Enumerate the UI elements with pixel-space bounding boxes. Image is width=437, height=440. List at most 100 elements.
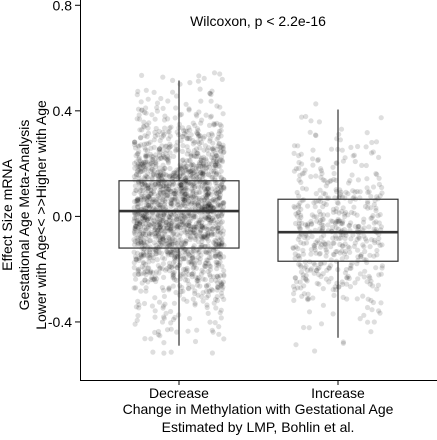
- data-point: [140, 164, 146, 170]
- x-axis-ticks: Decrease Increase: [149, 380, 365, 401]
- data-point: [148, 269, 154, 275]
- data-point: [146, 221, 152, 227]
- data-point: [351, 243, 357, 249]
- data-point: [147, 216, 153, 222]
- data-point: [150, 196, 156, 203]
- data-point: [164, 183, 170, 189]
- data-point: [188, 259, 194, 265]
- data-point: [217, 163, 223, 170]
- data-point: [152, 196, 158, 202]
- data-point: [205, 216, 212, 223]
- data-point: [142, 214, 148, 221]
- data-point: [162, 154, 168, 161]
- data-point: [150, 157, 156, 163]
- data-point: [191, 213, 197, 219]
- data-point: [197, 136, 204, 142]
- data-point: [213, 220, 219, 226]
- data-point: [136, 163, 142, 169]
- data-point: [306, 309, 313, 315]
- data-point: [155, 173, 162, 179]
- data-point: [205, 205, 211, 211]
- data-point: [193, 189, 199, 196]
- data-point: [323, 253, 329, 259]
- data-point: [167, 222, 173, 228]
- data-point: [153, 251, 159, 257]
- data-point: [161, 234, 167, 240]
- data-point: [178, 111, 185, 117]
- data-point: [147, 151, 154, 157]
- data-point: [162, 125, 168, 131]
- data-point: [320, 302, 326, 308]
- data-point: [206, 288, 212, 294]
- data-point: [132, 187, 139, 193]
- data-point: [312, 132, 319, 138]
- data-point: [132, 145, 139, 151]
- data-point: [340, 218, 346, 224]
- data-point: [141, 217, 147, 223]
- data-point: [151, 137, 157, 143]
- data-point: [204, 236, 210, 242]
- data-point: [184, 144, 190, 150]
- data-point: [137, 219, 143, 225]
- data-point: [157, 217, 163, 223]
- data-point: [193, 214, 199, 220]
- data-point: [184, 187, 190, 193]
- data-point: [195, 184, 202, 190]
- data-point: [347, 265, 353, 271]
- data-point: [200, 170, 206, 176]
- data-point: [139, 242, 145, 249]
- data-point: [156, 146, 163, 152]
- data-point: [208, 161, 214, 167]
- data-point: [132, 321, 138, 327]
- data-point: [189, 200, 195, 206]
- data-point: [143, 226, 149, 232]
- y-axis-title-line-2: Gestational Age Meta-Analysis: [16, 120, 32, 311]
- data-point: [216, 194, 223, 201]
- data-point: [176, 222, 182, 228]
- data-point: [161, 117, 168, 123]
- data-point: [155, 201, 161, 208]
- data-point: [157, 229, 163, 235]
- data-point: [366, 273, 372, 279]
- data-point: [186, 271, 192, 277]
- data-point: [212, 180, 219, 186]
- data-point: [177, 181, 183, 187]
- data-point: [154, 108, 160, 114]
- data-point: [218, 290, 224, 296]
- data-point: [369, 139, 375, 146]
- data-point: [191, 264, 197, 270]
- data-point: [182, 273, 188, 279]
- data-point: [191, 226, 198, 232]
- data-point: [157, 234, 163, 240]
- data-point: [178, 163, 184, 169]
- data-point: [143, 173, 149, 179]
- data-point: [205, 186, 211, 192]
- data-point: [161, 293, 167, 299]
- data-point: [203, 260, 209, 266]
- x-tick-label: Increase: [311, 385, 365, 401]
- data-point: [151, 200, 157, 206]
- data-point: [218, 212, 225, 218]
- data-point: [210, 147, 216, 153]
- data-point: [350, 153, 356, 159]
- data-point: [200, 204, 206, 210]
- data-point: [135, 88, 141, 94]
- data-point: [219, 263, 225, 269]
- data-point: [144, 197, 150, 203]
- data-point: [212, 150, 219, 157]
- data-point: [186, 198, 192, 204]
- data-point: [354, 212, 360, 218]
- data-point: [202, 186, 208, 192]
- data-point: [148, 336, 154, 342]
- data-point: [309, 221, 315, 227]
- data-point: [318, 168, 324, 174]
- data-point: [177, 173, 183, 179]
- data-point: [198, 242, 204, 248]
- data-point: [131, 230, 137, 236]
- data-point: [181, 164, 187, 170]
- data-point: [185, 285, 191, 291]
- data-point: [221, 184, 227, 190]
- data-point: [360, 293, 366, 299]
- data-point: [152, 133, 158, 139]
- data-point: [193, 146, 200, 152]
